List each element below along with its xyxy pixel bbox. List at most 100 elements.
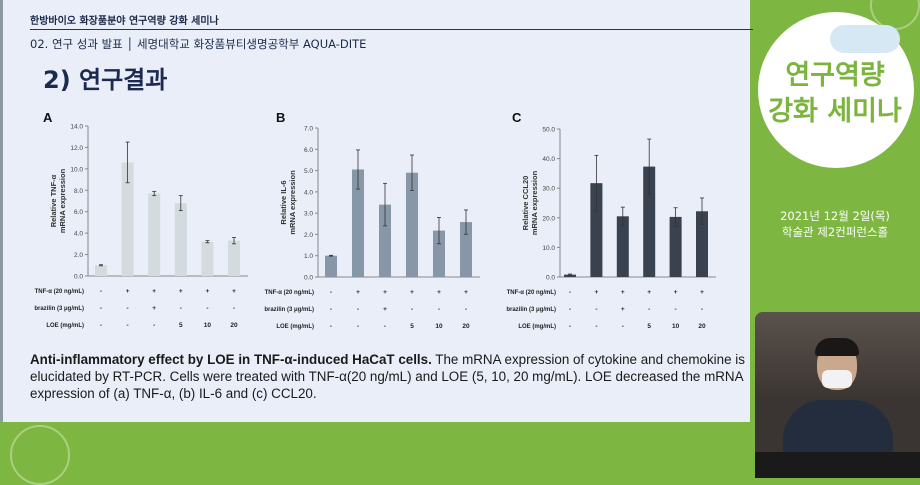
seminar-venue: 학술관 제2컨퍼런스홀 <box>781 225 889 239</box>
bar <box>460 222 472 277</box>
condition-value: - <box>127 305 129 312</box>
condition-value: + <box>232 288 236 295</box>
y-tick-label: 40.0 <box>542 156 555 163</box>
y-axis-label: mRNA expression <box>530 170 539 235</box>
bar <box>564 274 576 277</box>
y-tick-label: 4.0 <box>304 189 313 196</box>
y-tick-label: 6.0 <box>74 209 83 216</box>
y-tick-label: 2.0 <box>304 232 313 239</box>
condition-value: + <box>674 289 678 296</box>
y-tick-label: 4.0 <box>74 231 83 238</box>
seminar-side-panel: 연구역량 강화 세미나 2021년 12월 2일(목) 학술관 제2컨퍼런스홀 <box>750 0 920 310</box>
condition-value: - <box>357 323 359 330</box>
condition-value: - <box>675 306 677 313</box>
condition-value: - <box>595 306 597 313</box>
y-tick-label: 0.0 <box>546 275 555 282</box>
y-tick-label: 6.0 <box>304 147 313 154</box>
condition-value: + <box>410 289 414 296</box>
condition-value: - <box>153 322 155 329</box>
figure-caption: Anti-inflammatory effect by LOE in TNF-α… <box>30 351 750 402</box>
bar <box>379 204 391 277</box>
condition-row-label: LOE (mg/mL) <box>46 323 84 329</box>
condition-value: - <box>569 306 571 313</box>
condition-value: 10 <box>672 323 680 330</box>
caption-bold: Anti-inflammatory effect by LOE in TNF-α… <box>30 352 432 367</box>
slide-title: 2) 연구결과 <box>43 66 168 94</box>
y-tick-label: 0.0 <box>74 274 83 281</box>
condition-value: - <box>330 323 332 330</box>
condition-value: - <box>206 305 208 312</box>
y-tick-label: 30.0 <box>542 186 555 193</box>
y-tick-label: 14.0 <box>70 124 83 131</box>
condition-value: 5 <box>647 323 651 330</box>
seminar-date: 2021년 12월 2일(목) <box>780 209 890 223</box>
condition-value: - <box>100 305 102 312</box>
condition-value: + <box>621 306 625 313</box>
bar <box>174 203 187 276</box>
condition-value: + <box>152 305 156 312</box>
bar <box>590 183 603 277</box>
y-tick-label: 20.0 <box>542 215 555 222</box>
condition-value: + <box>383 306 387 313</box>
bar <box>121 162 134 276</box>
bar <box>616 216 629 277</box>
condition-value: - <box>622 323 624 330</box>
presenter-mask <box>822 370 852 388</box>
panel-label: A <box>43 110 53 125</box>
y-tick-label: 50.0 <box>542 127 555 134</box>
presentation-slide: 한방바이오 화장품분야 연구역량 강화 세미나 02. 연구 성과 발표 │ 세… <box>0 0 753 422</box>
condition-value: 20 <box>462 323 470 330</box>
condition-value: - <box>100 288 102 295</box>
condition-row-label: brazilin (3 μg/mL) <box>34 306 84 312</box>
condition-row-label: brazilin (3 μg/mL) <box>264 307 314 313</box>
bar <box>325 255 337 277</box>
y-tick-label: 1.0 <box>304 253 313 260</box>
y-tick-label: 2.0 <box>74 252 83 259</box>
condition-value: - <box>180 305 182 312</box>
condition-value: - <box>648 306 650 313</box>
condition-value: - <box>357 306 359 313</box>
y-axis-label: Relative CCL20 <box>521 176 530 231</box>
bar <box>696 211 708 277</box>
decorative-ring <box>10 425 70 485</box>
condition-value: + <box>356 289 360 296</box>
condition-value: - <box>569 323 571 330</box>
bar <box>433 230 445 277</box>
decorative-blob <box>830 25 900 53</box>
y-axis-label: Relative TNF-α <box>49 174 58 227</box>
condition-row-label: brazilin (3 μg/mL) <box>506 307 556 313</box>
y-axis-label: mRNA expression <box>288 170 297 235</box>
condition-value: 10 <box>204 322 212 329</box>
condition-value: - <box>330 289 332 296</box>
condition-value: - <box>100 322 102 329</box>
condition-value: - <box>595 323 597 330</box>
condition-value: - <box>411 306 413 313</box>
bar <box>643 166 656 277</box>
condition-row-label: TNF-α (20 ng/mL) <box>35 289 84 295</box>
condition-row-label: TNF-α (20 ng/mL) <box>507 290 556 296</box>
slide-header: 한방바이오 화장품분야 연구역량 강화 세미나 <box>30 16 219 27</box>
condition-value: 20 <box>698 323 706 330</box>
condition-value: - <box>330 306 332 313</box>
bar <box>669 216 682 277</box>
y-tick-label: 5.0 <box>304 168 313 175</box>
bar <box>95 265 107 276</box>
y-tick-label: 10.0 <box>70 166 83 173</box>
slide-subheader: 02. 연구 성과 발표 │ 세명대학교 화장품뷰티생명공학부 AQUA-DIT… <box>30 37 367 51</box>
condition-value: + <box>152 288 156 295</box>
condition-value: - <box>384 323 386 330</box>
condition-value: + <box>700 289 704 296</box>
seminar-title-line1: 연구역량 <box>785 60 885 91</box>
caption-text: The mRNA expression of cytokine and chem… <box>30 352 745 401</box>
condition-value: + <box>437 289 441 296</box>
condition-value: + <box>621 289 625 296</box>
y-tick-label: 12.0 <box>70 145 83 152</box>
condition-value: - <box>233 305 235 312</box>
condition-value: + <box>595 289 599 296</box>
condition-value: 5 <box>179 322 183 329</box>
bar-charts: A 0.0 2.0 4.0 6.0 8.0 10.0 12.0 14.0 Relative TNF… <box>34 110 716 330</box>
presenter-video <box>755 312 920 478</box>
y-axis-label: mRNA expression <box>58 168 67 233</box>
y-axis-label: Relative IL-6 <box>279 180 288 224</box>
condition-value: + <box>464 289 468 296</box>
